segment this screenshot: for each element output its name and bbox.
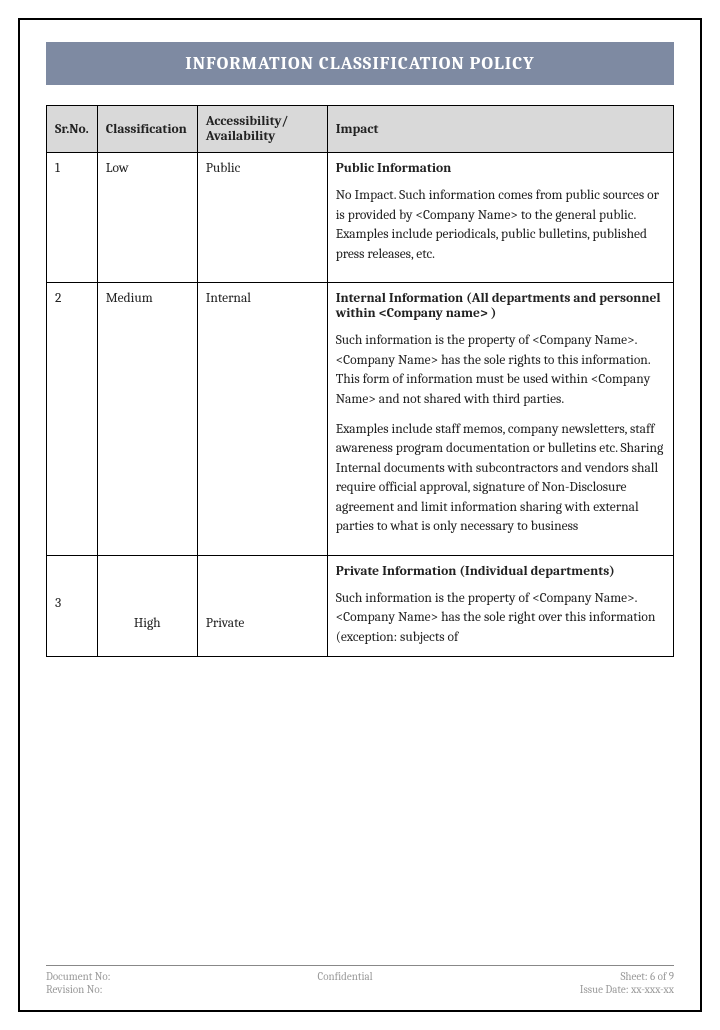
cell-classification: High [97,555,197,656]
col-accessibility: Accessibility/ Availability [197,106,327,153]
page-title: INFORMATION CLASSIFICATION POLICY [185,53,534,74]
footer-center: Confidential [111,970,580,996]
classification-table: Sr.No. Classification Accessibility/ Ava… [46,105,674,657]
cell-srno: 1 [47,153,98,283]
footer-sheet: Sheet: 6 of 9 [580,970,674,983]
page-footer: Document No: Revision No: Confidential S… [46,965,674,996]
cell-classification: Low [97,153,197,283]
col-classification: Classification [97,106,197,153]
cell-impact: Private Information (Individual departme… [327,555,673,656]
impact-heading: Public Information [336,161,665,176]
cell-accessibility: Public [197,153,327,283]
col-impact: Impact [327,106,673,153]
impact-body: Such information is the property of <Com… [336,589,665,648]
footer-confidential: Confidential [318,970,373,983]
page-border: INFORMATION CLASSIFICATION POLICY Sr.No.… [18,18,702,1012]
table-header-row: Sr.No. Classification Accessibility/ Ava… [47,106,674,153]
impact-paragraph: Such information is the property of <Com… [336,331,665,409]
impact-paragraph: Examples include staff memos, company ne… [336,420,665,537]
footer-right: Sheet: 6 of 9 Issue Date: xx-xxx-xx [580,970,674,996]
footer-issue-date: Issue Date: xx-xxx-xx [580,983,674,996]
impact-body: Such information is the property of <Com… [336,331,665,537]
cell-classification: Medium [97,283,197,556]
cell-srno: 3 [47,555,98,656]
footer-doc-no: Document No: [46,970,111,983]
col-accessibility-line1: Accessibility/ [206,114,289,129]
cell-impact: Internal Information (All departments an… [327,283,673,556]
table-row: 3 High Private Private Information (Indi… [47,555,674,656]
footer-rev-no: Revision No: [46,983,111,996]
cell-accessibility: Internal [197,283,327,556]
cell-accessibility: Private [197,555,327,656]
cell-srno: 2 [47,283,98,556]
impact-heading: Private Information (Individual departme… [336,564,665,579]
impact-paragraph: Such information is the property of <Com… [336,589,665,648]
table-row: 1 Low Public Public Information No Impac… [47,153,674,283]
impact-paragraph: No Impact. Such information comes from p… [336,186,665,264]
content-area: Sr.No. Classification Accessibility/ Ava… [46,105,674,951]
impact-body: No Impact. Such information comes from p… [336,186,665,264]
cell-impact: Public Information No Impact. Such infor… [327,153,673,283]
col-srno: Sr.No. [47,106,98,153]
table-row: 2 Medium Internal Internal Information (… [47,283,674,556]
footer-left: Document No: Revision No: [46,970,111,996]
col-accessibility-line2: Availability [206,129,276,144]
page-title-bar: INFORMATION CLASSIFICATION POLICY [46,42,674,85]
impact-heading: Internal Information (All departments an… [336,291,665,321]
